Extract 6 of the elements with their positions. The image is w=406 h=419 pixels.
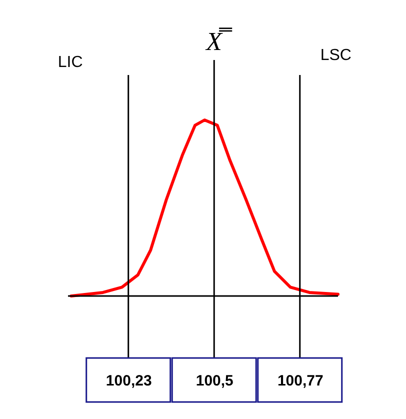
ref-line-label: LIC (58, 54, 83, 71)
x-tick-label: 100,77 (277, 372, 324, 390)
x-tick-label: 100,5 (196, 372, 234, 390)
ref-line-label: X̿ (205, 27, 234, 56)
ref-line-label: LSC (320, 47, 352, 64)
x-tick-label: 100,23 (106, 372, 152, 390)
